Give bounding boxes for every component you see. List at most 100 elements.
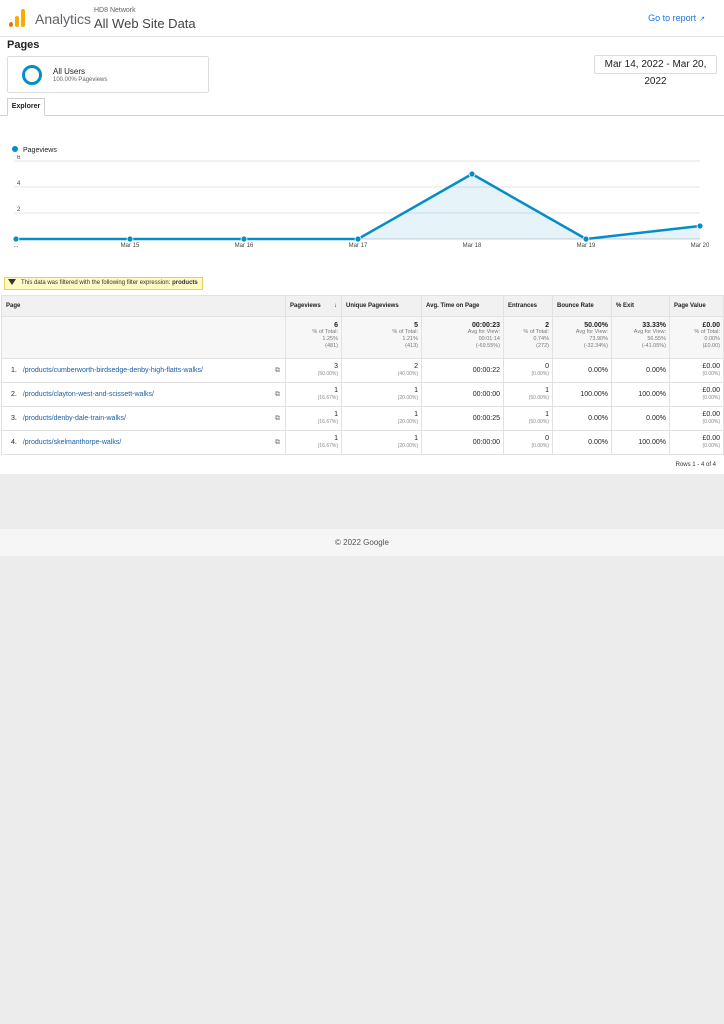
column-header-pageviews[interactable]: Pageviews ↓ (285, 295, 342, 317)
exit-cell: 100.00% (611, 430, 670, 455)
filter-expression: products (172, 280, 198, 286)
data-point (468, 170, 476, 178)
pageviews-cell: 1 (16.67%) (285, 406, 342, 431)
exit-cell: 100.00% (611, 382, 670, 407)
column-header-entrances[interactable]: Entrances (503, 295, 553, 317)
avg-time-cell: 00:00:00 (421, 382, 504, 407)
avg-time-cell: 00:00:22 (421, 358, 504, 383)
column-header-page[interactable]: Page (1, 295, 286, 317)
x-tick-label: Mar 15 (121, 243, 140, 249)
totals-row: 6% of Total: 1.25% (481) 5% of Total: 1.21%… (1, 316, 724, 359)
total-page-value: £0.00% of Total: 0.00% (£0.00) (669, 316, 724, 359)
popout-icon[interactable]: ⧉ (275, 390, 280, 398)
row-number: 4. (11, 438, 17, 446)
bounce-rate-cell: 100.00% (552, 382, 612, 407)
page-link[interactable]: /products/cumberworth-birdsedge-denby-hi… (22, 366, 203, 374)
account-name[interactable]: HD8 Network (94, 7, 136, 14)
column-header-avg-time[interactable]: Avg. Time on Page (421, 295, 504, 317)
page-cell: 4. /products/skelmanthorpe-walks/ ⧉ (1, 430, 286, 455)
page-value-cell: £0.00 (0.00%) (669, 406, 724, 431)
pageviews-cell: 1 (16.67%) (285, 382, 342, 407)
column-header-page-value[interactable]: Page Value (669, 295, 724, 317)
y-tick-label: 4 (17, 181, 21, 187)
view-name[interactable]: All Web Site Data (94, 16, 196, 31)
series-area (16, 174, 700, 239)
x-tick-label: Mar 17 (349, 243, 368, 249)
x-tick-label: Mar 18 (463, 243, 482, 249)
data-point (582, 235, 590, 243)
popout-icon[interactable]: ⧉ (275, 414, 280, 422)
legend-label: Pageviews (23, 147, 57, 154)
external-link-icon: ↗ (699, 16, 705, 23)
data-point (354, 235, 362, 243)
avg-time-cell: 00:00:25 (421, 406, 504, 431)
y-tick-label: 2 (17, 207, 21, 213)
entrances-cell: 0 (0.00%) (503, 430, 553, 455)
column-header-bounce-rate[interactable]: Bounce Rate (552, 295, 612, 317)
filter-notice: This data was filtered with the followin… (4, 277, 203, 290)
column-header-unique-pageviews[interactable]: Unique Pageviews (341, 295, 422, 317)
data-point (696, 222, 704, 230)
footer-copyright: © 2022 Google (0, 529, 724, 556)
total-bounce-rate: 50.00% Avg for View: 73.90% (-32.34%) (552, 316, 612, 359)
tab-explorer[interactable]: Explorer (7, 98, 45, 116)
segment-percentage: 100.00% Pageviews (53, 77, 108, 83)
go-to-report-link[interactable]: Go to report ↗ (648, 13, 705, 23)
total-pageviews: 6% of Total: 1.25% (481) (285, 316, 342, 359)
page-cell: 2. /products/clayton-west-and-scissett-wa… (1, 382, 286, 407)
data-point (126, 235, 134, 243)
column-header-exit[interactable]: % Exit (611, 295, 670, 317)
exit-cell: 0.00% (611, 358, 670, 383)
total-entrances: 2% of Total: 0.74% (272) (503, 316, 553, 359)
page-value-cell: £0.00 (0.00%) (669, 358, 724, 383)
table-row: 2. /products/clayton-west-and-scissett-wa… (1, 382, 724, 407)
pageviews-cell: 1 (16.67%) (285, 430, 342, 455)
brand-name[interactable]: Analytics (35, 11, 92, 27)
popout-icon[interactable]: ⧉ (275, 438, 280, 446)
table-row: 3. /products/denby-dale-train-walks/ ⧉ 1 (1… (1, 406, 724, 431)
row-number: 2. (11, 390, 17, 398)
totals-empty-cell (1, 316, 286, 359)
sort-desc-icon[interactable]: ↓ (334, 303, 337, 309)
filter-text: This data was filtered with the followin… (21, 280, 171, 286)
entrances-cell: 0 (0.00%) (503, 358, 553, 383)
page-cell: 1. /products/cumberworth-birdsedge-denby-… (1, 358, 286, 383)
report-page: Analytics HD8 Network All Web Site Data … (0, 0, 724, 474)
legend-dot-icon (12, 146, 18, 152)
segment-ring-icon (22, 65, 42, 85)
page-cell: 3. /products/denby-dale-train-walks/ ⧉ (1, 406, 286, 431)
tab-divider (0, 115, 724, 116)
unique-pageviews-cell: 1 (20.00%) (341, 430, 422, 455)
segment-name: All Users (53, 67, 86, 76)
pageviews-cell: 3 (50.00%) (285, 358, 342, 383)
total-unique-pageviews: 5% of Total: 1.21% (413) (341, 316, 422, 359)
chart-legend[interactable]: Pageviews (12, 146, 57, 154)
unique-pageviews-cell: 2 (40.00%) (341, 358, 422, 383)
total-avg-time: 00:00:23 Avg for View: 00:01:14 (-69.55%) (421, 316, 504, 359)
popout-icon[interactable]: ⧉ (275, 366, 280, 374)
row-number: 3. (11, 414, 17, 422)
page-value-cell: £0.00 (0.00%) (669, 430, 724, 455)
x-tick-label: Mar 20 (691, 243, 710, 249)
entrances-cell: 1 (50.00%) (503, 406, 553, 431)
segment-card[interactable]: All Users 100.00% Pageviews (7, 56, 209, 93)
app-header: Analytics HD8 Network All Web Site Data … (0, 0, 724, 37)
table-row: 4. /products/skelmanthorpe-walks/ ⧉ 1 (16.6… (1, 430, 724, 455)
entrances-cell: 1 (50.00%) (503, 382, 553, 407)
filter-icon (8, 279, 16, 285)
date-range-picker[interactable]: Mar 14, 2022 - Mar 20, 2022 (594, 55, 717, 87)
pageviews-chart[interactable]: 6 4 2... Mar 15 Mar 16 Mar 17 Mar 18 Mar 19 Mar … (0, 155, 724, 255)
y-tick-label: 6 (17, 155, 21, 161)
page-link[interactable]: /products/denby-dale-train-walks/ (22, 414, 126, 422)
unique-pageviews-cell: 1 (20.00%) (341, 382, 422, 407)
row-number: 1. (11, 366, 17, 374)
unique-pageviews-cell: 1 (20.00%) (341, 406, 422, 431)
total-exit: 33.33% Avg for View: 56.55% (-41.05%) (611, 316, 670, 359)
analytics-logo-icon[interactable] (9, 9, 25, 27)
page-link[interactable]: /products/skelmanthorpe-walks/ (22, 438, 122, 446)
bounce-rate-cell: 0.00% (552, 430, 612, 455)
exit-cell: 0.00% (611, 406, 670, 431)
data-point (12, 235, 20, 243)
rows-count: Rows 1 - 4 of 4 (675, 462, 716, 468)
page-link[interactable]: /products/clayton-west-and-scissett-walk… (22, 390, 154, 398)
